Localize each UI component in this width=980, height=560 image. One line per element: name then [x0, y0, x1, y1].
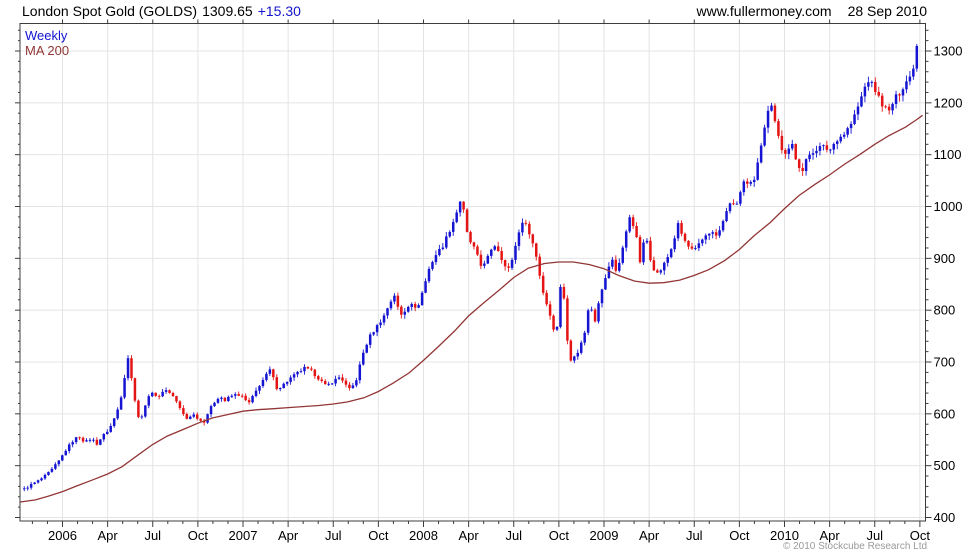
weekly-candles — [22, 43, 919, 492]
svg-text:Oct: Oct — [188, 528, 209, 543]
svg-text:2007: 2007 — [229, 528, 258, 543]
x-axis-labels: 2006 Apr Jul Oct 2007 Apr Jul Oct 2008 Apr Jul Oct 2… — [48, 528, 930, 543]
svg-text:800: 800 — [934, 303, 956, 318]
chart-header: London Spot Gold (GOLDS) 1309.65 +15.30 ww… — [22, 3, 927, 19]
svg-text:1300: 1300 — [934, 44, 963, 59]
plot-area — [20, 23, 926, 521]
svg-text:Oct: Oct — [549, 528, 570, 543]
svg-text:Oct: Oct — [368, 528, 389, 543]
svg-text:Oct: Oct — [729, 528, 750, 543]
last-price: 1309.65 — [202, 3, 253, 19]
price-change: +15.30 — [257, 3, 301, 19]
svg-text:2008: 2008 — [409, 528, 438, 543]
svg-text:Apr: Apr — [278, 528, 299, 543]
svg-text:Apr: Apr — [98, 528, 119, 543]
copyright-notice: © 2010 Stockcube Research Ltd — [782, 541, 928, 552]
instrument-title: London Spot Gold (GOLDS) — [22, 3, 198, 19]
svg-text:600: 600 — [934, 406, 956, 421]
svg-text:Jul: Jul — [325, 528, 342, 543]
svg-text:Oct: Oct — [910, 528, 931, 543]
y-axis-labels: 400 500 600 700 800 900 1000 1100 1200 1300 — [934, 44, 963, 525]
svg-text:1200: 1200 — [934, 95, 963, 110]
svg-text:400: 400 — [934, 510, 956, 525]
svg-text:Jul: Jul — [686, 528, 703, 543]
plot-border — [19, 23, 926, 522]
svg-text:500: 500 — [934, 458, 956, 473]
svg-text:900: 900 — [934, 251, 956, 266]
svg-text:1100: 1100 — [934, 147, 962, 162]
gridlines — [20, 23, 926, 521]
legend-ma200: MA 200 — [25, 43, 70, 58]
svg-text:Jul: Jul — [505, 528, 522, 543]
svg-text:2010: 2010 — [770, 528, 799, 543]
chart-legend: Weekly MA 200 — [25, 28, 69, 58]
svg-text:2006: 2006 — [48, 528, 77, 543]
date-label: 28 Sep 2010 — [847, 3, 927, 19]
svg-text:Apr: Apr — [459, 528, 480, 543]
source-block: www.fullermoney.com 28 Sep 2010 — [696, 3, 927, 19]
svg-text:2009: 2009 — [590, 528, 619, 543]
svg-text:700: 700 — [934, 355, 956, 370]
svg-text:Jul: Jul — [144, 528, 161, 543]
ma200-line — [20, 114, 923, 503]
svg-text:1000: 1000 — [934, 199, 963, 214]
legend-weekly: Weekly — [25, 28, 68, 43]
svg-text:Apr: Apr — [639, 528, 660, 543]
svg-text:Jul: Jul — [866, 528, 883, 543]
website-label: www.fullermoney.com — [696, 3, 832, 19]
svg-text:Apr: Apr — [820, 528, 841, 543]
title-block: London Spot Gold (GOLDS) 1309.65 +15.30 — [22, 3, 306, 19]
